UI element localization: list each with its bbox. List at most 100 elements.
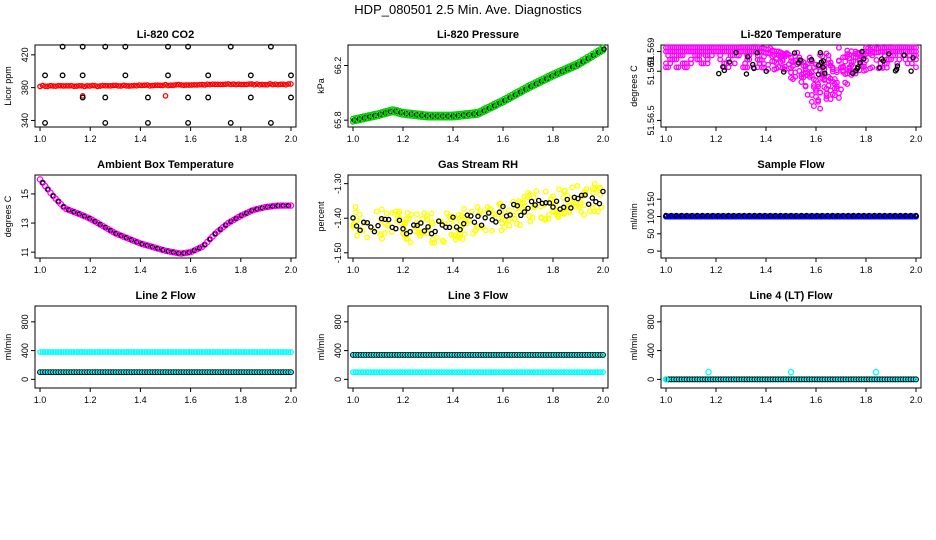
- data-point: [185, 94, 192, 101]
- data-point: [751, 65, 757, 72]
- x-tick-label: 1.4: [760, 134, 773, 144]
- y-tick-label: 13: [20, 218, 30, 228]
- data-point: [815, 71, 822, 78]
- data-point: [235, 81, 242, 88]
- data-point: [787, 368, 795, 376]
- data-point: [144, 94, 151, 101]
- data-point: [383, 210, 390, 217]
- data-point: [99, 82, 106, 89]
- data-point: [275, 81, 281, 88]
- data-point: [42, 119, 48, 126]
- data-point: [214, 81, 221, 88]
- data-point: [704, 56, 711, 63]
- data-point: [913, 376, 919, 383]
- plot-frame: [34, 174, 297, 259]
- data-point: [561, 209, 568, 216]
- series-marks: [350, 44, 607, 125]
- data-point: [597, 369, 604, 376]
- data-point: [384, 222, 391, 229]
- y-axis-label: degrees C: [629, 65, 639, 107]
- data-point: [910, 213, 917, 220]
- data-point: [261, 81, 268, 88]
- data-point: [68, 82, 75, 89]
- x-tick-label: 1.6: [497, 395, 510, 405]
- data-point: [288, 370, 294, 375]
- data-point: [207, 81, 213, 88]
- data-point: [825, 82, 832, 89]
- data-point: [364, 219, 371, 226]
- data-point: [742, 64, 749, 71]
- data-point: [497, 200, 504, 207]
- data-point: [194, 82, 200, 88]
- x-tick-label: 1.0: [34, 265, 47, 275]
- data-point: [201, 82, 208, 88]
- data-point: [491, 211, 498, 218]
- data-point: [913, 377, 919, 382]
- data-point: [227, 43, 234, 50]
- data-point: [913, 212, 919, 219]
- data-point: [581, 202, 588, 209]
- x-tick-label: 2.0: [597, 395, 610, 405]
- data-point: [892, 68, 899, 74]
- data-point: [377, 231, 384, 238]
- y-tick-label: 66.2: [333, 57, 343, 75]
- data-point: [482, 215, 488, 221]
- data-point: [478, 222, 485, 228]
- data-point: [913, 64, 919, 71]
- data-point: [55, 82, 62, 89]
- data-point: [546, 200, 553, 206]
- data-point: [823, 90, 830, 97]
- data-point: [63, 82, 70, 89]
- data-point: [42, 72, 48, 79]
- data-point: [600, 352, 606, 357]
- plot-frame: [347, 305, 609, 389]
- y-tick-label: 15: [20, 189, 30, 199]
- x-tick-label: 1.6: [810, 134, 823, 144]
- data-point: [717, 56, 724, 63]
- data-point: [60, 83, 67, 89]
- data-point: [230, 81, 237, 88]
- data-point: [859, 48, 865, 55]
- data-point: [698, 60, 705, 67]
- data-point: [662, 376, 670, 383]
- data-point: [212, 81, 219, 88]
- data-point: [352, 204, 359, 210]
- data-point: [885, 56, 892, 63]
- data-point: [288, 369, 294, 376]
- data-point: [267, 81, 273, 87]
- data-point: [873, 57, 880, 63]
- data-point: [502, 217, 509, 224]
- data-point: [673, 64, 680, 71]
- y-tick-label: 100: [646, 209, 656, 224]
- panel-line3: Line 3 Flow 1.0 1.2 1.4 1.6 1.8 2.0 0 400 800 ml/m…: [316, 290, 609, 405]
- data-point: [827, 59, 834, 66]
- data-point: [180, 82, 187, 89]
- x-tick-label: 1.6: [184, 265, 197, 275]
- data-point: [439, 237, 446, 244]
- data-point: [160, 82, 166, 89]
- y-axis-label: ml/min: [629, 203, 639, 230]
- data-point: [126, 83, 132, 89]
- data-point: [42, 83, 49, 90]
- panel-title: Sample Flow: [757, 159, 825, 171]
- y-tick-label: 50: [646, 229, 656, 239]
- data-point: [673, 56, 680, 63]
- data-point: [81, 83, 88, 90]
- x-tick-label: 1.6: [810, 265, 823, 275]
- data-point: [118, 83, 124, 89]
- data-point: [683, 64, 690, 71]
- data-point: [817, 49, 824, 56]
- data-point: [243, 81, 250, 88]
- y-tick-label: 380: [20, 80, 30, 95]
- data-point: [282, 81, 289, 88]
- panel-title: Li-820 CO2: [137, 29, 194, 41]
- data-point: [89, 82, 96, 89]
- panel-title: Li-820 Temperature: [741, 29, 842, 41]
- x-tick-label: 1.0: [34, 134, 47, 144]
- x-tick-label: 1.2: [84, 265, 97, 275]
- y-tick-label: 400: [20, 343, 30, 358]
- data-point: [154, 82, 161, 89]
- data-point: [287, 202, 295, 209]
- data-point: [791, 50, 798, 56]
- data-point: [561, 188, 568, 195]
